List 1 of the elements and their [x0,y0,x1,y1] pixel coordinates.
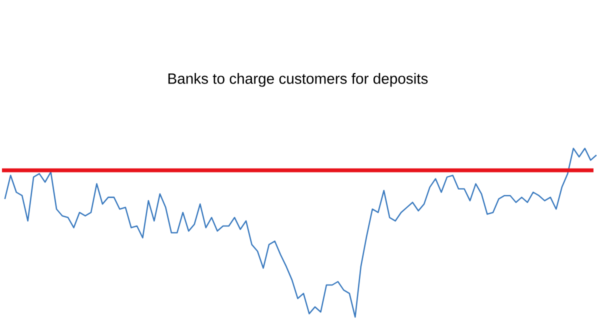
chart-title: Banks to charge customers for deposits [168,73,428,87]
